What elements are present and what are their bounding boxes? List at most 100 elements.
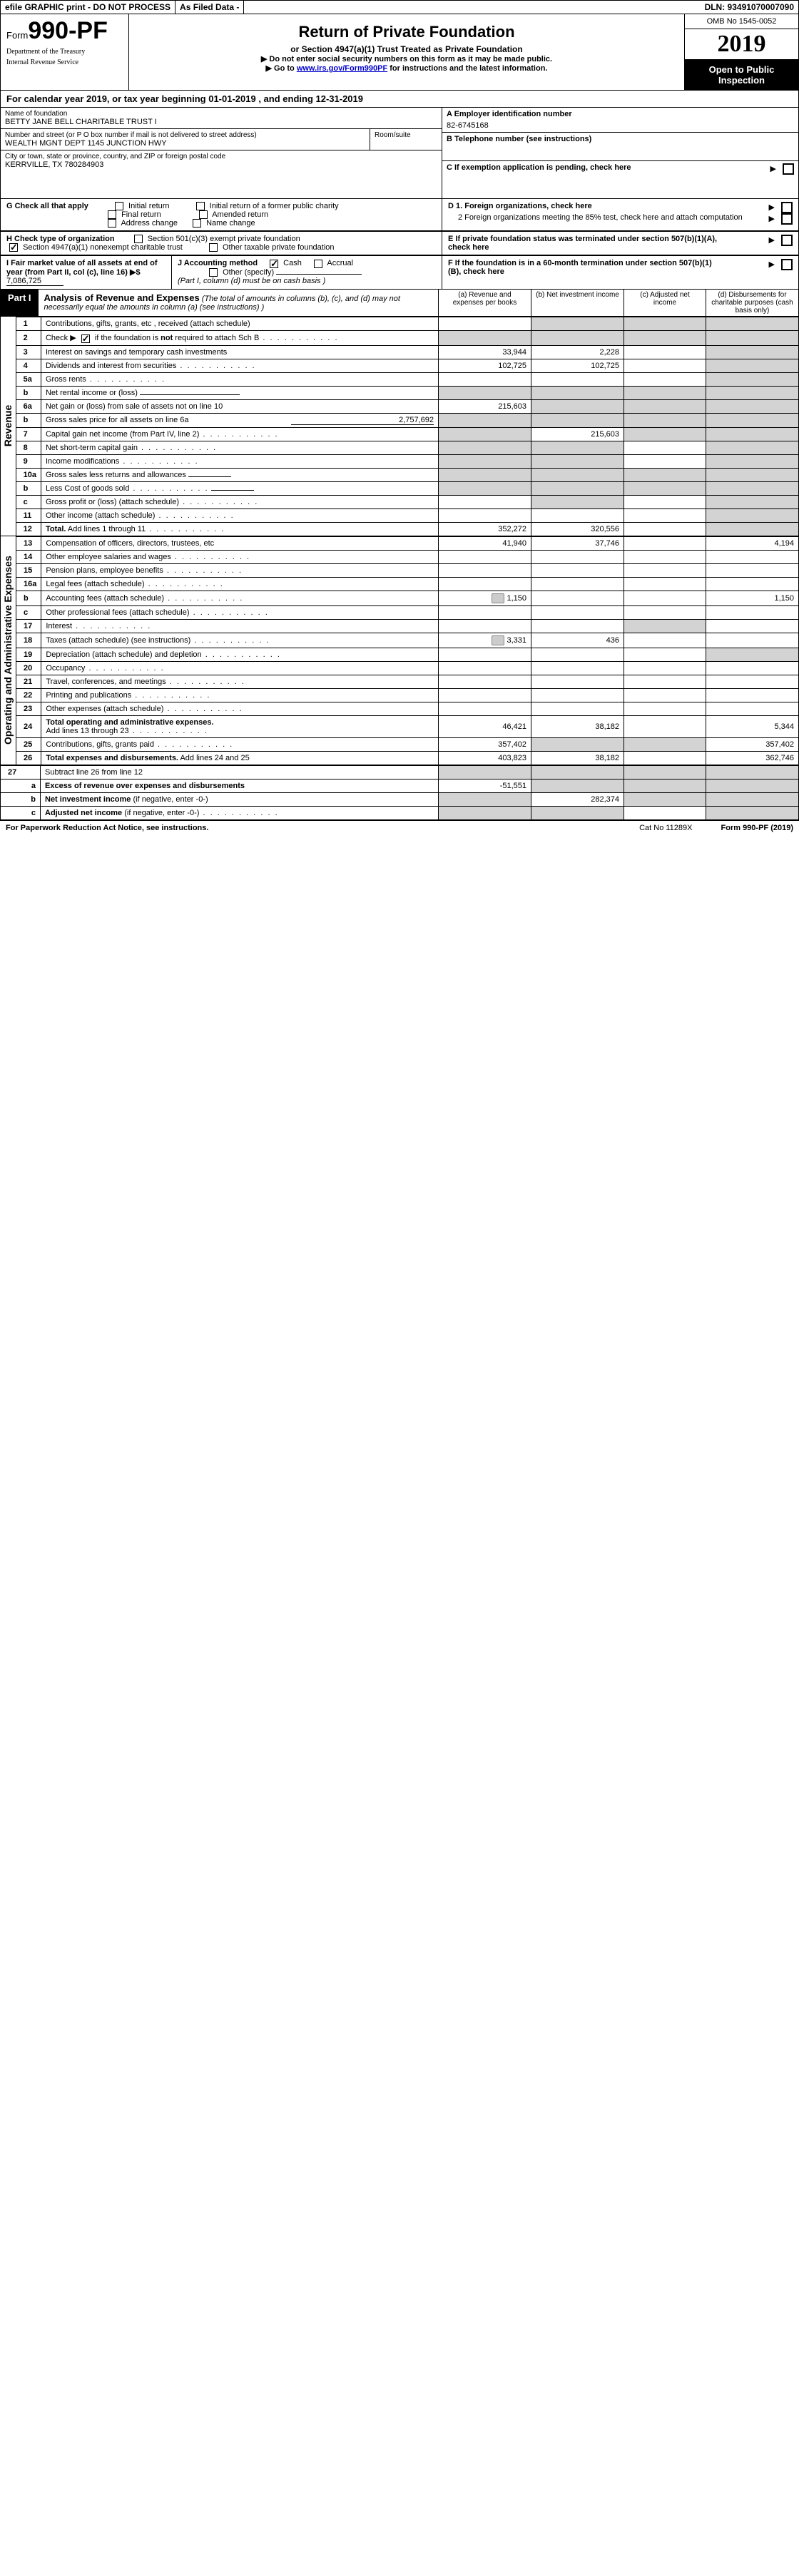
d1-row: D 1. Foreign organizations, check here ▶ [448,202,793,210]
revenue-table: 1Contributions, gifts, grants, etc , rec… [16,317,799,536]
row-5b: bNet rental income or (loss) [16,386,798,399]
row-6b: bGross sales price for all assets on lin… [16,413,798,427]
cash-checkbox[interactable] [270,260,278,268]
form-container: efile GRAPHIC print - DO NOT PROCESS As … [0,0,799,835]
row-16b: bAccounting fees (attach schedule) 1,150… [16,591,799,605]
other-method-checkbox[interactable] [209,268,218,277]
footer-right: Form 990-PF (2019) [721,824,794,832]
instructions-link[interactable]: www.irs.gov/Form990PF [297,64,387,73]
row-10c: cGross profit or (loss) (attach schedule… [16,495,798,508]
gross-sales-value: 2,757,692 [291,416,434,425]
j-accrual: Accrual [311,259,353,267]
g-opt-0: Initial return [112,202,170,210]
section-h-row: H Check type of organization Section 501… [0,232,799,256]
address: WEALTH MGNT DEPT 1145 JUNCTION HWY [5,139,365,148]
top-bar: efile GRAPHIC print - DO NOT PROCESS As … [0,0,799,14]
row-9: 9Income modifications [16,454,798,468]
row-6a: 6aNet gain or (loss) from sale of assets… [16,399,798,413]
dept-label: Department of the Treasury [6,48,123,56]
d1-checkbox[interactable] [781,202,793,213]
g-opt-1: Initial return of a former public charit… [193,202,339,210]
j-cell: J Accounting method Cash Accrual Other (… [172,256,442,289]
expenses-sidelabel: Operating and Administrative Expenses [0,536,16,765]
g-cell: G Check all that apply Initial return In… [1,199,442,231]
row-27c: cAdjusted net income (if negative, enter… [1,806,799,819]
row-11: 11Other income (attach schedule) [16,508,798,522]
tax-year: 2019 [685,29,798,60]
h-opt-1: Section 4947(a)(1) nonexempt charitable … [6,243,183,252]
phone-cell: B Telephone number (see instructions) [442,133,798,161]
initial-return-checkbox[interactable] [115,202,123,210]
i-cell: I Fair market value of all assets at end… [1,256,172,289]
col-a-header: (a) Revenue and expenses per books [438,290,531,316]
d2-label: 2 Foreign organizations meeting the 85% … [458,213,743,222]
part1-header: Part I Analysis of Revenue and Expenses … [0,290,799,317]
4947a1-checkbox[interactable] [9,243,18,252]
col-d-header: (d) Disbursements for charitable purpose… [706,290,798,316]
header-right: OMB No 1545-0052 2019 Open to Public Ins… [684,14,798,90]
form-number: 990-PF [28,17,108,44]
accrual-checkbox[interactable] [314,260,322,268]
c-checkbox[interactable] [783,163,794,175]
ein-value: 82-6745168 [447,121,794,130]
initial-former-checkbox[interactable] [196,202,205,210]
omb-label: OMB No 1545-0052 [685,14,798,29]
f-checkbox[interactable] [781,259,793,270]
schb-checkbox[interactable] [81,334,90,343]
d-cell: D 1. Foreign organizations, check here ▶… [442,199,798,231]
info-grid: Name of foundation BETTY JANE BELL CHARI… [0,108,799,199]
row-22: 22Printing and publications [16,688,799,702]
final-return-checkbox[interactable] [108,210,116,219]
row-1: 1Contributions, gifts, grants, etc , rec… [16,317,798,331]
g-label: G Check all that apply [6,202,88,210]
row-7: 7Capital gain net income (from Part IV, … [16,427,798,441]
footer-left: For Paperwork Reduction Act Notice, see … [6,824,208,832]
address-row: Number and street (or P O box number if … [1,129,442,150]
501c3-checkbox[interactable] [134,235,143,243]
row-20: 20Occupancy [16,661,799,675]
amended-return-checkbox[interactable] [199,210,208,219]
foundation-name-cell: Name of foundation BETTY JANE BELL CHARI… [1,108,442,129]
other-taxable-checkbox[interactable] [209,243,218,252]
phone-label: B Telephone number (see instructions) [447,135,591,143]
c-label: C If exemption application is pending, c… [447,163,631,172]
address-change-checkbox[interactable] [108,219,116,228]
row-8: 8Net short-term capital gain [16,441,798,454]
col-b-header: (b) Net investment income [531,290,624,316]
e-checkbox[interactable] [781,235,793,246]
row-14: 14Other employee salaries and wages [16,550,799,563]
info-right: A Employer identification number 82-6745… [442,108,798,198]
row-19: 19Depreciation (attach schedule) and dep… [16,648,799,661]
h-opt-2: Other taxable private foundation [206,243,335,252]
room-cell: Room/suite [370,129,442,150]
row-5a: 5aGross rents [16,372,798,386]
name-change-checkbox[interactable] [193,219,201,228]
d2-checkbox[interactable] [781,213,793,225]
note1: ▶ Do not enter social security numbers o… [138,54,676,63]
j-other: Other (specify) [206,268,362,277]
row-2: 2Check ▶ if the foundation is not requir… [16,331,798,345]
h-cell: H Check type of organization Section 501… [1,232,442,255]
row-23: 23Other expenses (attach schedule) [16,702,799,715]
note2-pre: ▶ Go to [266,64,297,73]
section-g-row: G Check all that apply Initial return In… [0,199,799,232]
attachment-icon[interactable] [492,635,504,645]
addr-label: Number and street (or P O box number if … [5,131,365,139]
row-25: 25Contributions, gifts, grants paid357,4… [16,737,799,751]
section-ij-row: I Fair market value of all assets at end… [0,256,799,290]
asfiled-label: As Filed Data - [175,1,244,14]
footer: For Paperwork Reduction Act Notice, see … [0,820,799,835]
attachment-icon[interactable] [492,593,504,603]
foundation-name: BETTY JANE BELL CHARITABLE TRUST I [5,118,437,126]
i-value: 7,086,725 [6,277,63,286]
g-opt-5: Name change [190,219,255,228]
header-center: Return of Private Foundation or Section … [129,14,684,90]
j-cash: Cash [267,259,302,267]
dln-label: DLN: 93491070007090 [701,1,798,14]
f-label: F If the foundation is in a 60-month ter… [448,259,719,276]
j-label: J Accounting method [178,259,258,267]
row-27a: aExcess of revenue over expenses and dis… [1,779,799,792]
ein-cell: A Employer identification number 82-6745… [442,108,798,133]
row-16a: 16aLegal fees (attach schedule) [16,577,799,591]
row-3: 3Interest on savings and temporary cash … [16,345,798,359]
